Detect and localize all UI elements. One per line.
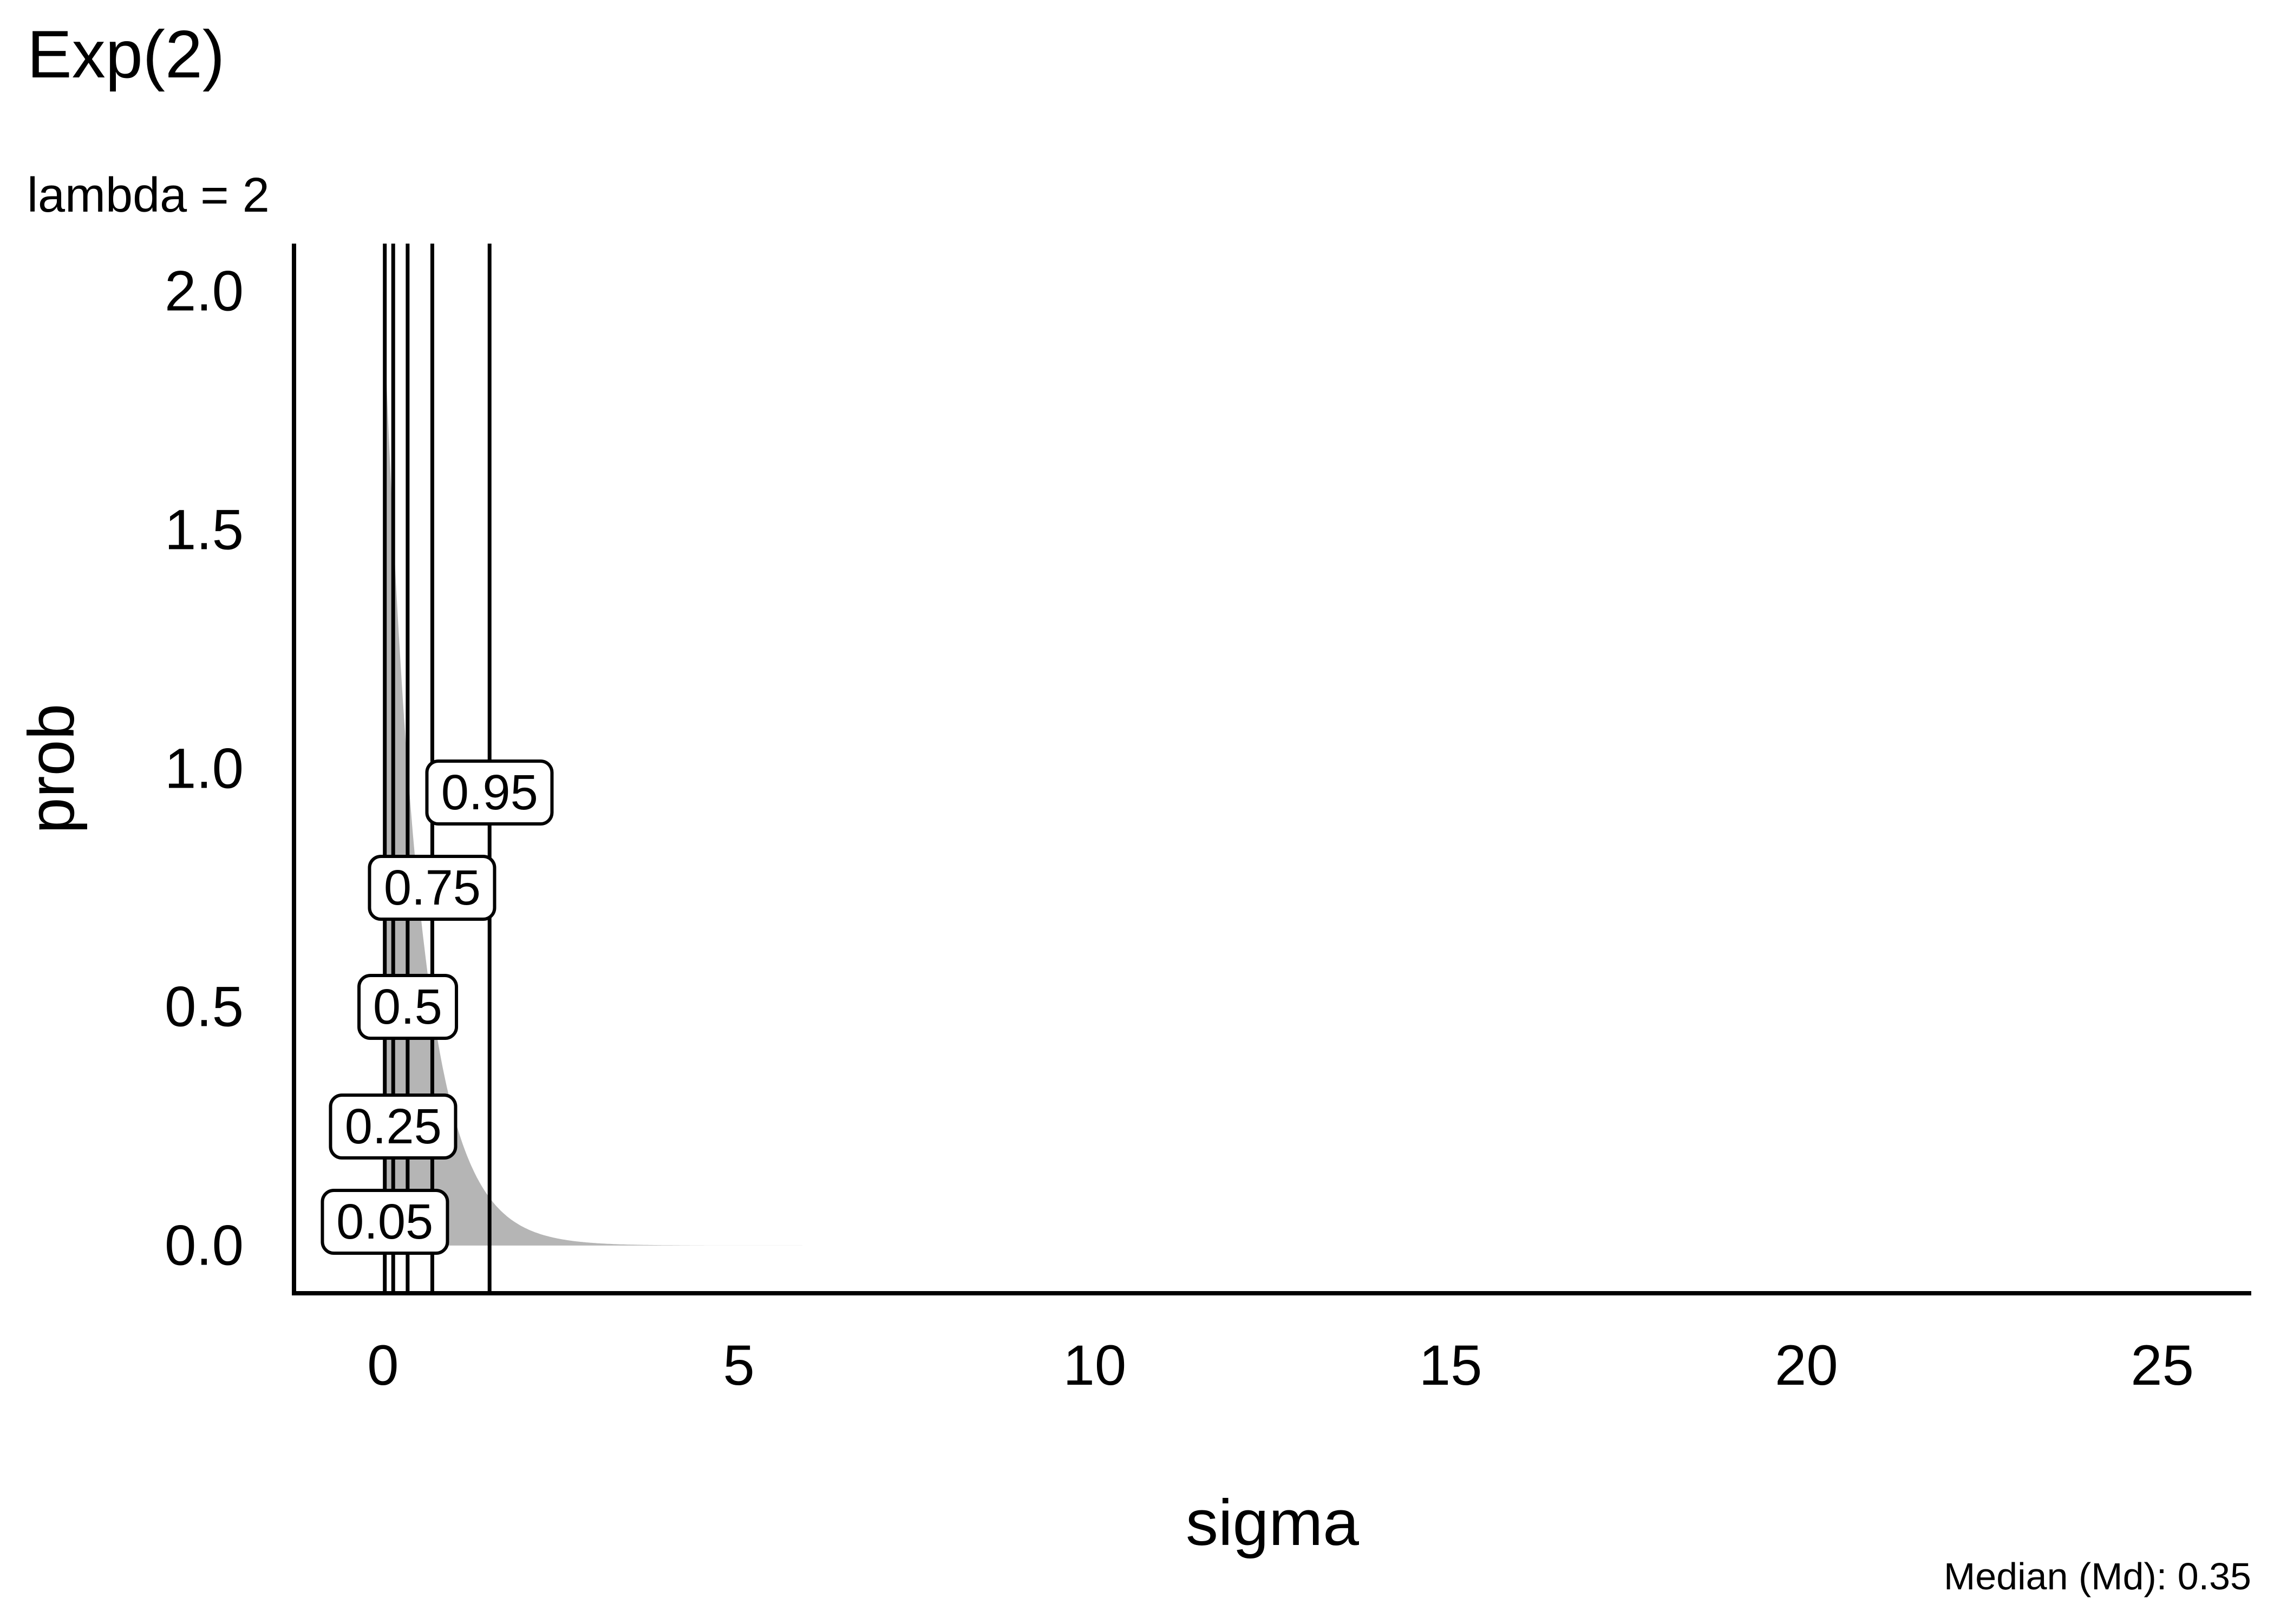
plot-caption-median: Median (Md): 0.35 [1943, 1555, 2251, 1597]
x-tick-label-20: 20 [1775, 1334, 1838, 1397]
quantile-label-0.05: 0.05 [321, 1188, 449, 1255]
plot-subtitle: lambda = 2 [27, 168, 270, 222]
x-tick-label-10: 10 [1063, 1334, 1127, 1397]
quantile-label-0.25: 0.25 [329, 1093, 458, 1160]
x-tick-label-15: 15 [1419, 1334, 1482, 1397]
y-tick-label-0.0: 0.0 [165, 1214, 244, 1278]
plot-title: Exp(2) [27, 17, 225, 92]
y-tick-label-1.0: 1.0 [165, 737, 244, 800]
x-axis-title: sigma [1185, 1487, 1360, 1559]
x-tick-label-0: 0 [367, 1334, 399, 1397]
quantile-label-0.95: 0.95 [425, 759, 554, 826]
y-tick-label-2.0: 2.0 [165, 259, 244, 323]
x-tick-label-25: 25 [2131, 1334, 2194, 1397]
quantile-label-0.75: 0.75 [368, 854, 496, 921]
quantile-label-0.5: 0.5 [357, 974, 458, 1040]
y-tick-label-1.5: 1.5 [165, 498, 244, 562]
y-tick-label-0.5: 0.5 [165, 975, 244, 1039]
density-area [383, 291, 2251, 1246]
x-tick-label-5: 5 [723, 1334, 755, 1397]
